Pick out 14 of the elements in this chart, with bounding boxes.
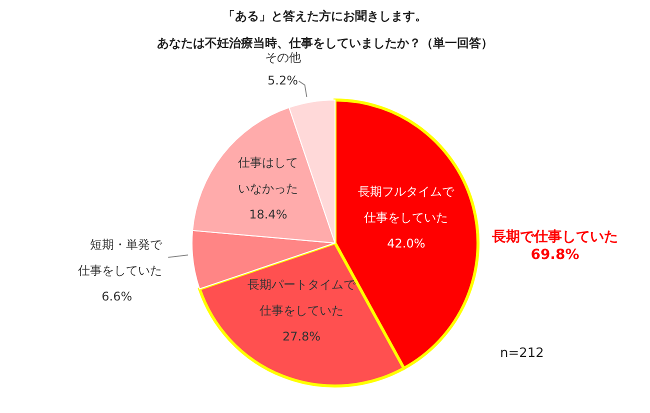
chart-title: 「ある」と答えた方にお聞きします。 (222, 8, 428, 25)
slice-label: 仕事はしていなかった (237, 156, 298, 196)
text: n=212 (500, 346, 544, 361)
slice-label: 長期パートタイムで仕事をしていた (248, 278, 357, 318)
data-label: 42.0% (387, 236, 426, 251)
data-label: 27.8% (282, 330, 321, 344)
chart-subtitle: あなたは不妊治療当時、仕事をしていましたか？（単一回答） (156, 35, 494, 52)
slice-label: 短期・単発で仕事をしていた (77, 238, 164, 278)
text: 長期で仕事していた 69.8% (491, 228, 619, 264)
slice-label: その他 (264, 50, 301, 64)
slice-label: 長期フルタイムで仕事をしていた (358, 184, 456, 225)
data-label: 6.6% (102, 290, 132, 304)
data-label: 18.4% (249, 208, 288, 222)
data-label: 5.2% (268, 73, 298, 88)
